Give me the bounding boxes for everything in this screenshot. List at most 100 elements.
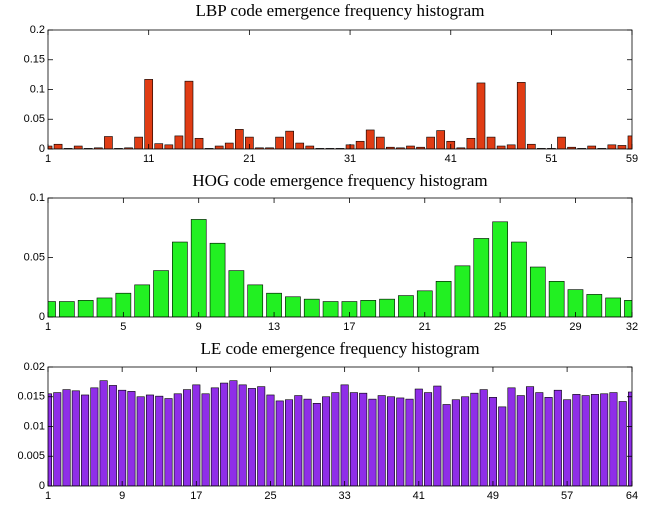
bar <box>488 397 497 486</box>
y-tick-label: 0.005 <box>17 450 45 462</box>
bar <box>322 396 331 486</box>
bar <box>59 301 75 317</box>
bar <box>322 301 339 317</box>
bar <box>451 399 460 486</box>
x-tick-label: 9 <box>196 321 202 333</box>
bar <box>266 292 282 317</box>
bar <box>435 280 452 317</box>
bar <box>71 390 80 486</box>
bar <box>73 145 83 149</box>
bar <box>535 392 544 486</box>
bar <box>245 136 254 149</box>
y-tick-label: 0.1 <box>30 83 45 95</box>
x-tick-label: 9 <box>119 490 125 502</box>
bar <box>164 144 174 149</box>
bar <box>209 242 226 317</box>
bar <box>192 384 201 486</box>
x-tick-label: 11 <box>143 153 154 165</box>
axes-frame <box>47 29 633 150</box>
bar <box>375 136 385 149</box>
bar <box>436 130 446 149</box>
bar <box>96 297 113 317</box>
bar <box>228 270 245 317</box>
bar <box>618 401 627 486</box>
x-tick-label: 1 <box>45 490 51 502</box>
bar <box>155 395 164 486</box>
x-tick-label: 5 <box>120 321 126 333</box>
plot-area <box>48 380 632 486</box>
bar <box>377 395 386 486</box>
bar <box>164 398 173 486</box>
bar <box>600 393 609 486</box>
bar <box>563 399 572 486</box>
x-tick-label: 21 <box>419 321 431 333</box>
x-tick-label: 29 <box>569 321 581 333</box>
bar <box>609 392 618 486</box>
bar <box>405 398 414 486</box>
bar <box>624 300 632 317</box>
bar <box>90 387 99 486</box>
bar <box>529 266 546 317</box>
bar <box>511 241 527 317</box>
bar <box>553 389 562 486</box>
bar <box>586 294 603 317</box>
bar <box>567 289 584 317</box>
bar <box>285 130 294 149</box>
y-tick-label: 0.1 <box>30 192 45 204</box>
plot-area <box>48 79 632 149</box>
bar <box>479 389 488 486</box>
x-tick-label: 51 <box>545 153 557 165</box>
bar <box>62 389 71 486</box>
x-tick-label: 1 <box>45 153 51 165</box>
bar <box>183 389 192 486</box>
bar <box>526 143 536 149</box>
bar <box>266 394 275 486</box>
bar <box>349 392 358 486</box>
bar <box>426 136 435 149</box>
bar <box>476 82 486 149</box>
bar <box>136 396 145 486</box>
bar <box>224 142 234 149</box>
x-tick-label: 25 <box>264 490 276 502</box>
bar <box>461 396 470 486</box>
bar <box>496 145 506 149</box>
x-tick-label: 33 <box>339 490 351 502</box>
bar <box>118 389 127 486</box>
x-tick-label: 41 <box>413 490 425 502</box>
bar <box>184 80 194 149</box>
bar <box>355 140 365 149</box>
bar <box>548 280 565 317</box>
bar <box>144 79 154 149</box>
y-tick-label: 0 <box>39 480 45 492</box>
bar <box>368 398 377 486</box>
bar <box>605 297 621 317</box>
bar <box>285 296 301 317</box>
bar <box>516 82 526 149</box>
bar <box>285 399 294 486</box>
chart-title: HOG code emergence frequency histogram <box>192 171 487 190</box>
axes-frame <box>47 366 633 487</box>
x-tick-label: 32 <box>626 321 638 333</box>
x-tick-label: 64 <box>626 490 638 502</box>
y-tick-label: 0 <box>39 143 45 155</box>
bar <box>507 387 516 486</box>
bar <box>572 394 581 486</box>
x-tick-label: 1 <box>45 321 51 333</box>
y-tick-label: 0.2 <box>30 24 45 36</box>
bar <box>108 385 117 486</box>
bar <box>134 136 143 149</box>
bar <box>275 400 284 486</box>
bar <box>386 396 395 486</box>
x-tick-label: 13 <box>268 321 280 333</box>
bar <box>48 301 56 317</box>
bar <box>305 145 315 149</box>
bar <box>359 392 368 486</box>
bar <box>154 143 164 149</box>
bar <box>473 238 490 317</box>
bar <box>379 298 395 317</box>
x-tick-label: 31 <box>344 153 356 165</box>
x-tick-label: 57 <box>561 490 573 502</box>
chart-title: LBP code emergence frequency histogram <box>196 1 485 20</box>
bar <box>516 395 525 486</box>
y-tick-label: 0 <box>39 311 45 323</box>
